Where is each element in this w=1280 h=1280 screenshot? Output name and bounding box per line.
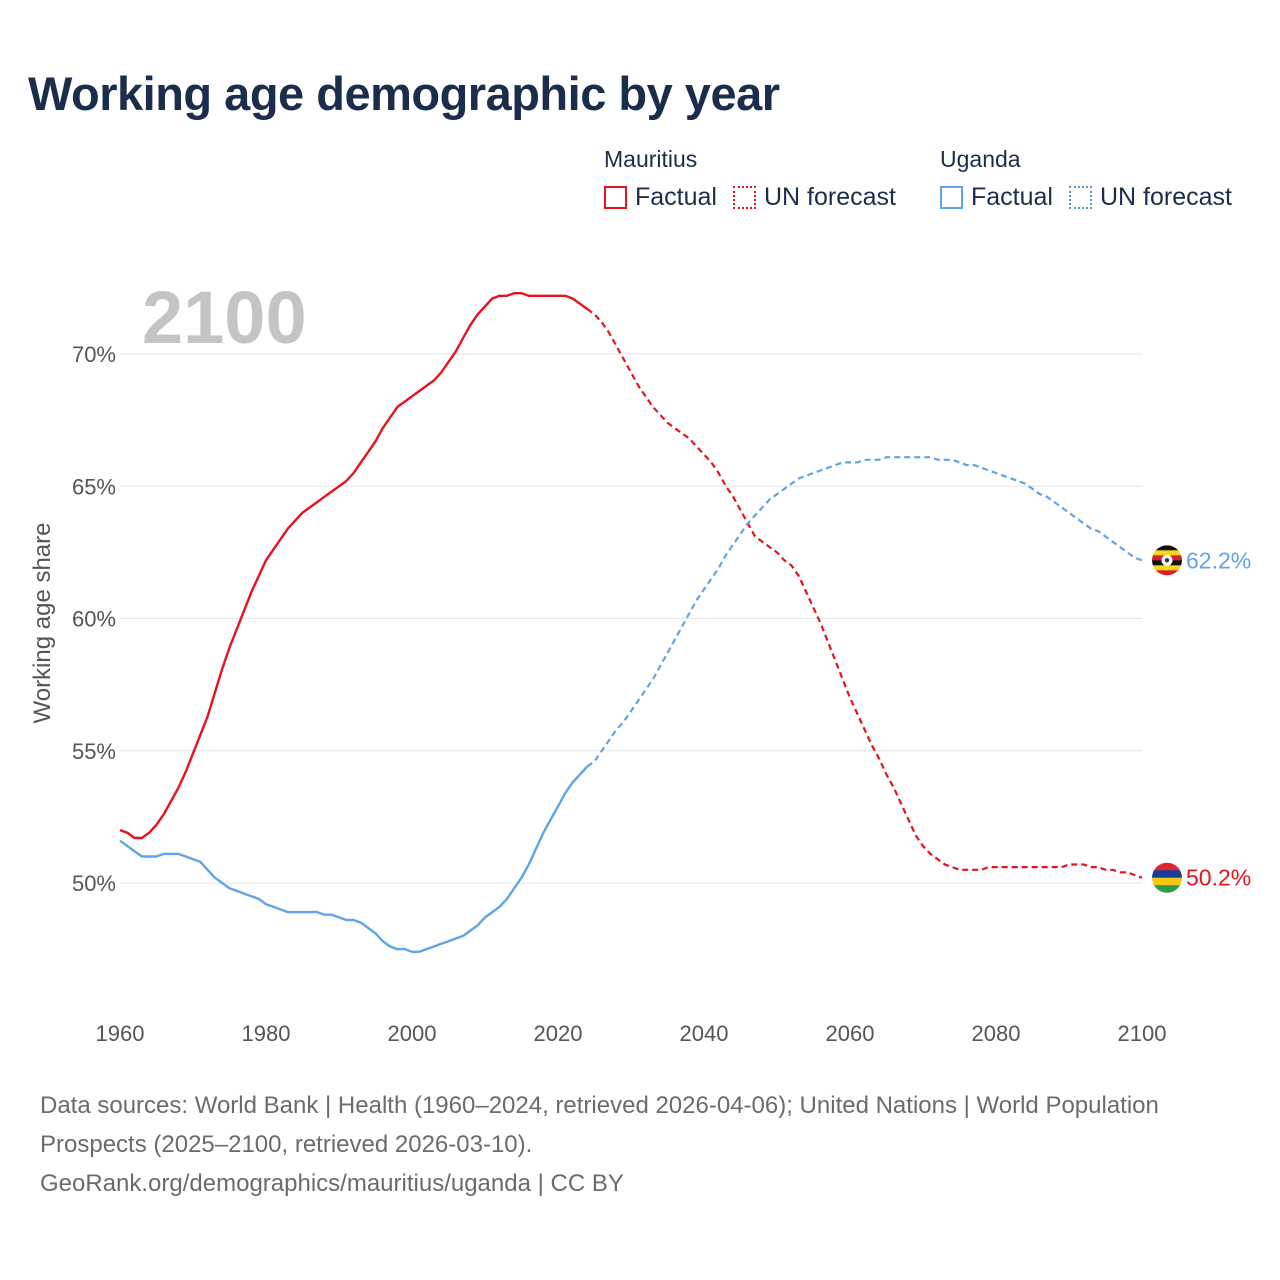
year-watermark: 2100 (142, 276, 307, 359)
footer-link[interactable]: GeoRank.org/demographics/mauritius/ugand… (40, 1170, 624, 1197)
series-line-uganda-forecast (586, 456, 1143, 768)
uganda-flag-icon (1152, 545, 1182, 576)
y-tick-label: 70% (72, 342, 116, 367)
end-markers: 50.2% 62.2% (1152, 545, 1251, 893)
series-lines (119, 292, 1143, 953)
mauritius-end-value-label: 50.2% (1186, 865, 1251, 891)
x-tick-label: 1960 (96, 1021, 145, 1046)
legend-item-mauritius-factual[interactable]: Factual (604, 183, 717, 212)
footer-sources: Data sources: World Bank | Health (1960–… (40, 1092, 1159, 1158)
y-axis-label: Working age share (29, 523, 56, 724)
x-tick-label: 1980 (242, 1021, 291, 1046)
x-tick-label: 2000 (388, 1021, 437, 1046)
legend-swatch-mauritius-factual (604, 186, 627, 209)
uganda-end-value-label: 62.2% (1186, 547, 1251, 573)
y-axis-ticks: 50% 55% 60% 65% 70% (72, 342, 116, 896)
gridlines (120, 353, 1142, 884)
series-line-mauritius-forecast (586, 308, 1143, 879)
legend-label-mauritius-factual: Factual (635, 183, 717, 211)
legend-label-mauritius-forecast: UN forecast (763, 183, 896, 211)
x-axis-ticks: 1960 1980 2000 2020 2040 2060 2080 2100 (96, 1021, 1167, 1046)
x-tick-label: 2060 (826, 1021, 875, 1046)
legend-item-uganda-factual[interactable]: Factual (940, 183, 1053, 212)
legend-label-uganda-forecast: UN forecast (1099, 183, 1232, 211)
legend-country-mauritius: Mauritius (604, 146, 698, 172)
series-line-uganda-factual (119, 765, 589, 953)
x-tick-label: 2080 (972, 1021, 1021, 1046)
x-tick-label: 2040 (680, 1021, 729, 1046)
legend-swatch-uganda-factual (940, 186, 963, 209)
legend-item-mauritius-forecast[interactable]: UN forecast (732, 183, 896, 212)
legend-country-uganda: Uganda (940, 146, 1021, 172)
legend-label-uganda-factual: Factual (971, 183, 1053, 211)
y-tick-label: 55% (72, 739, 116, 764)
y-tick-label: 65% (72, 474, 116, 499)
mauritius-flag-icon (1152, 862, 1182, 893)
chart-title: Working age demographic by year (28, 67, 780, 120)
legend-swatch-uganda-forecast (1068, 186, 1092, 209)
legend-item-uganda-forecast[interactable]: UN forecast (1068, 183, 1232, 212)
legend-group-uganda: Uganda Factual UN forecast (940, 146, 1232, 212)
line-chart: 2100 Working age share 50% 55% 60% 65% 70% 1… (29, 276, 1251, 1046)
series-line-mauritius-factual (119, 292, 588, 840)
x-tick-label: 2100 (1118, 1021, 1167, 1046)
footer: Data sources: World Bank | Health (1960–… (40, 1086, 1240, 1203)
y-tick-label: 60% (72, 607, 116, 632)
legend-group-mauritius: Mauritius Factual UN forecast (604, 146, 896, 212)
legend-swatch-mauritius-forecast (732, 186, 756, 209)
y-tick-label: 50% (72, 871, 116, 896)
x-tick-label: 2020 (534, 1021, 583, 1046)
